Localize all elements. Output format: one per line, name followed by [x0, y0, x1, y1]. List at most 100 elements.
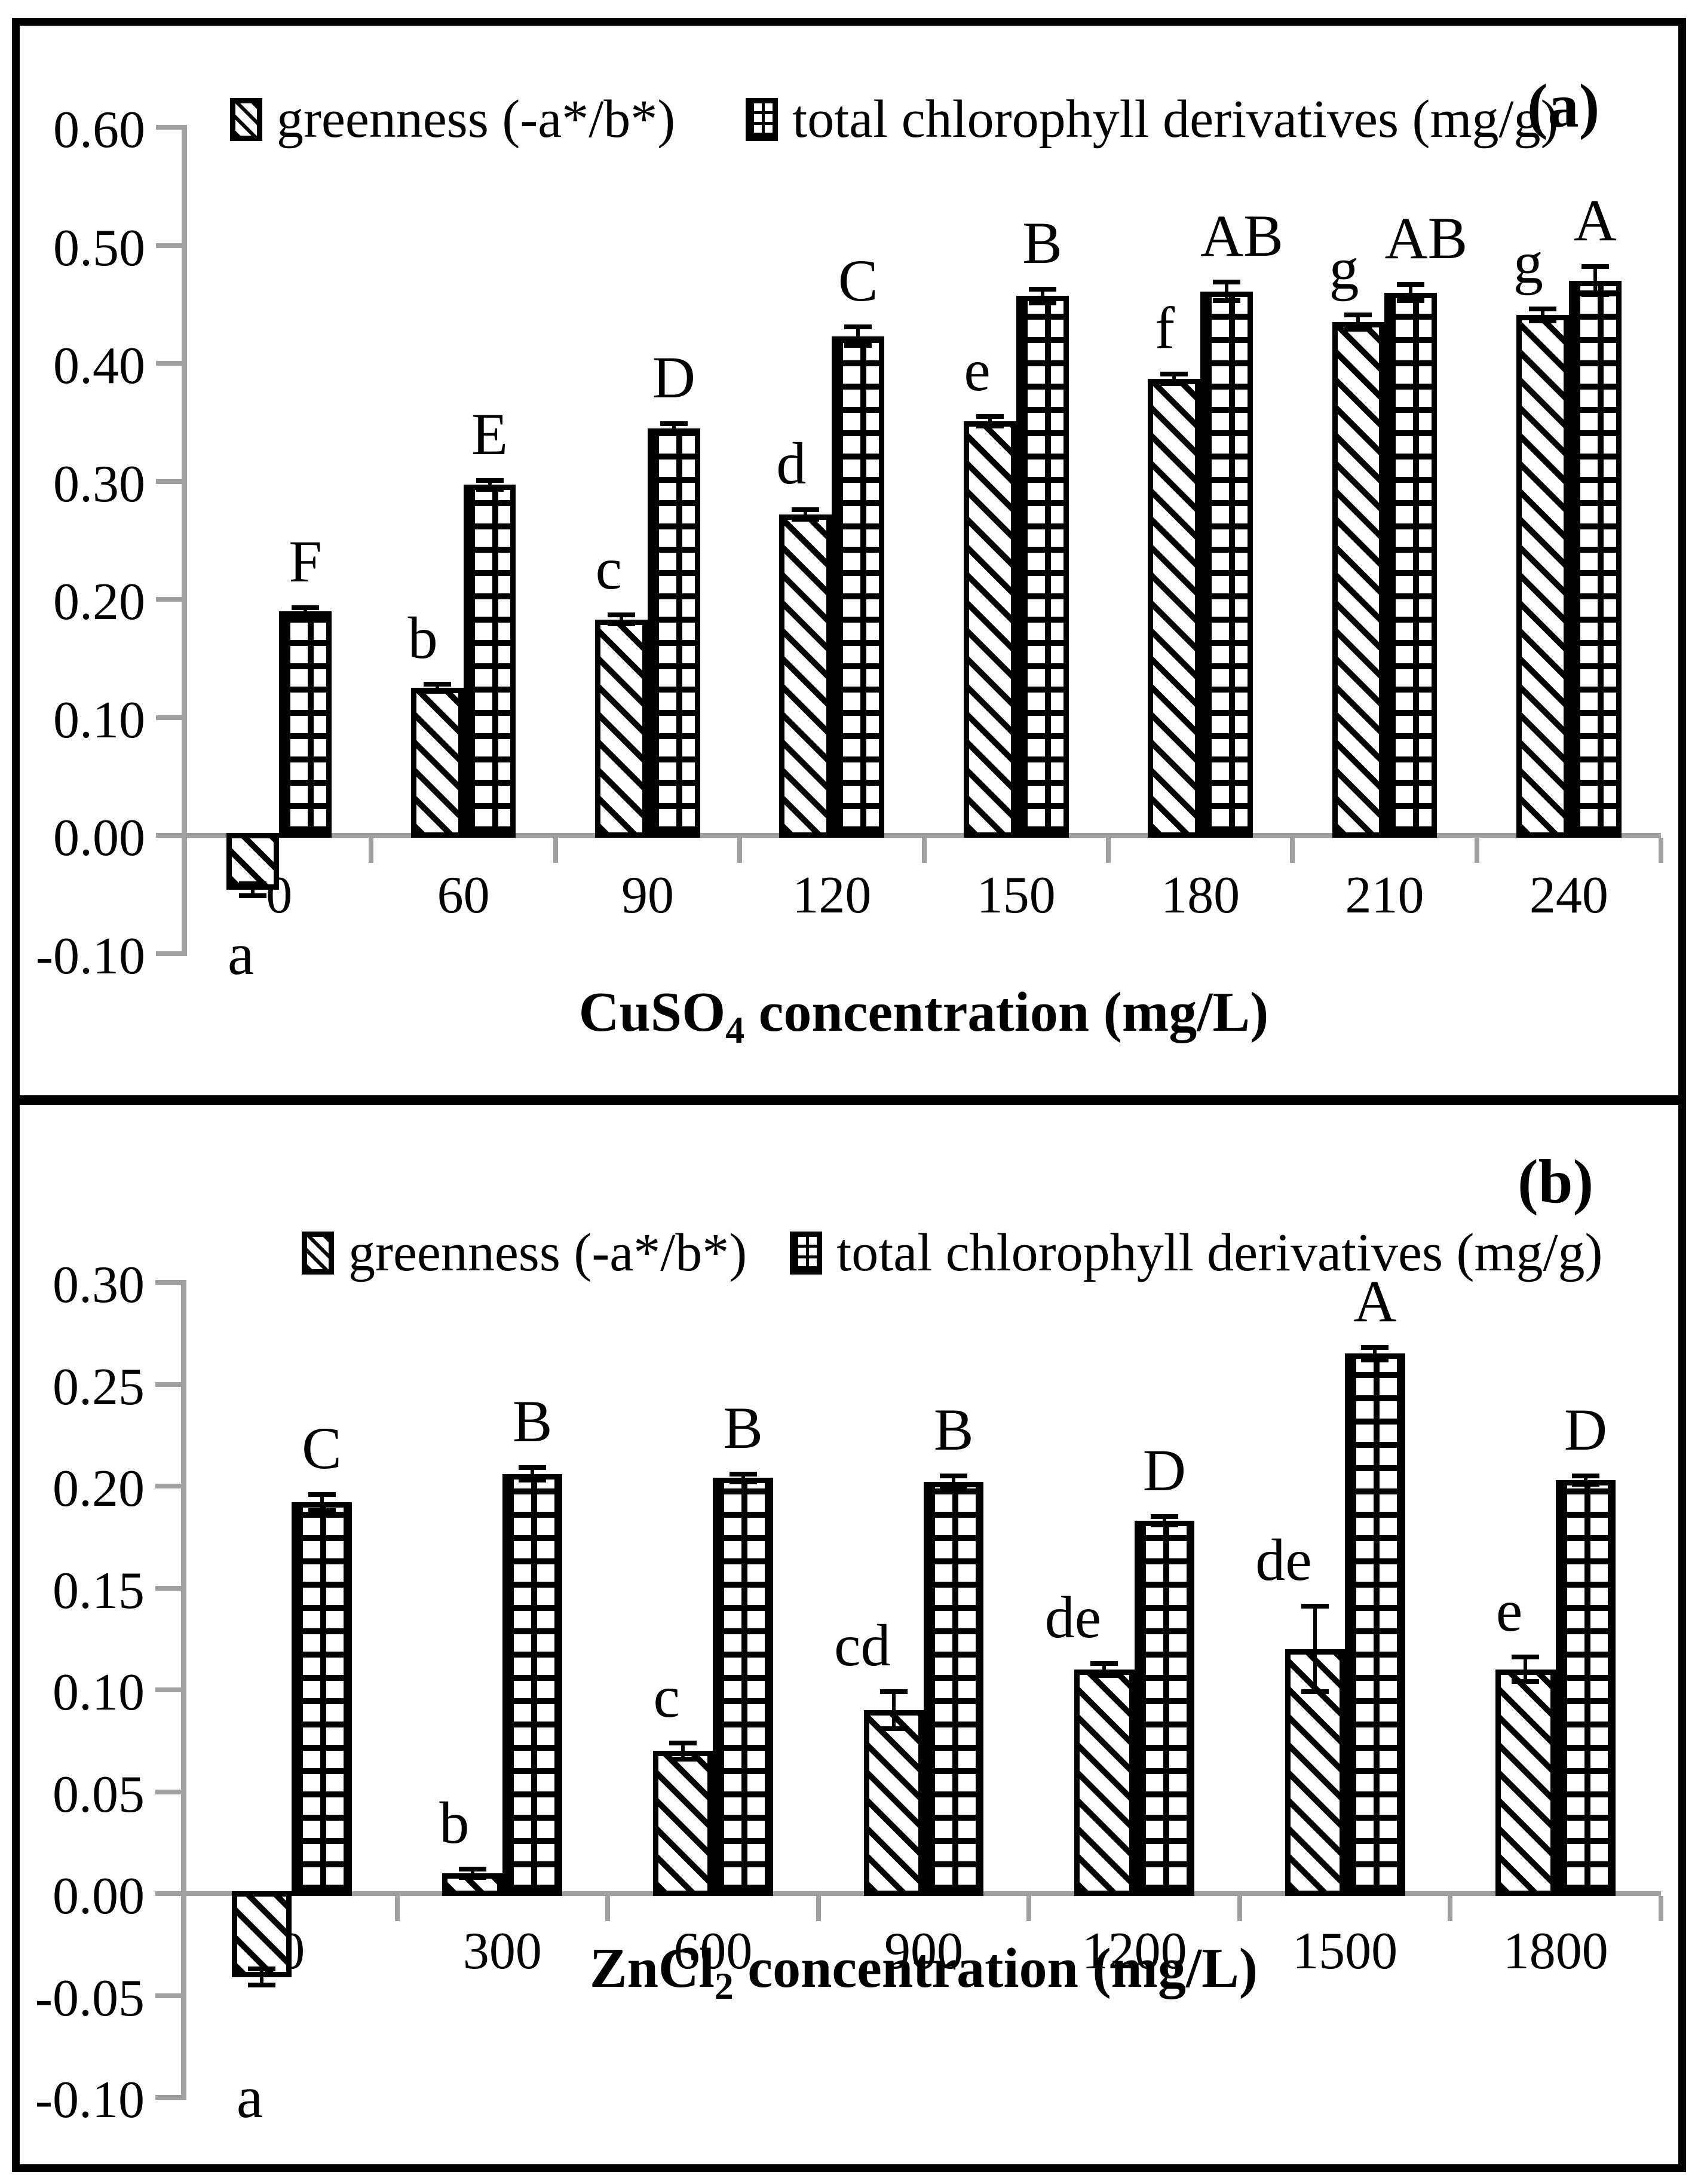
greenness-swatch-icon — [230, 97, 262, 141]
error-bar-cap — [1571, 1481, 1599, 1487]
y-tick — [155, 1891, 186, 1896]
error-bar-line — [470, 1869, 474, 1877]
chlorophyll-bar — [502, 1474, 563, 1896]
error-bar-line — [1172, 373, 1176, 384]
y-tick-label: -0.10 — [35, 2071, 145, 2129]
error-bar-line — [1373, 1347, 1377, 1360]
significance-letter-upper: AB — [1384, 204, 1468, 271]
error-bar-cap — [940, 1473, 968, 1478]
error-bar-cap — [292, 605, 320, 610]
x-category-label: 240 — [1529, 866, 1608, 924]
error-bar-cap — [1213, 298, 1240, 304]
y-tick-label: 0.50 — [53, 219, 145, 277]
x-category-label: 0 — [266, 866, 293, 924]
y-tick-label: -0.05 — [35, 1969, 145, 2027]
x-tick — [1474, 838, 1479, 863]
greenness-bar — [963, 421, 1016, 838]
chlorophyll-bar — [1134, 1520, 1195, 1896]
error-bar-cap — [1397, 281, 1425, 287]
legend-label-chlorophyll: total chlorophyll derivatives (mg/g) — [836, 1223, 1603, 1282]
chlorophyll-bar — [832, 336, 885, 838]
significance-letter-lower: e — [964, 336, 991, 403]
error-bar-cap — [1528, 318, 1556, 323]
panel-b-tag: (b) — [1518, 1147, 1594, 1216]
error-bar-cap — [1301, 1604, 1329, 1609]
chlorophyll-bar — [1568, 280, 1622, 838]
y-tick-label: -0.10 — [35, 927, 145, 985]
y-tick — [156, 243, 187, 248]
chlorophyll-bar — [1345, 1353, 1405, 1896]
error-bar-line — [488, 480, 492, 490]
significance-letter-lower: de — [1255, 1527, 1312, 1594]
panel-a-tag: (a) — [1527, 72, 1600, 140]
error-bar-line — [1356, 315, 1360, 329]
error-bar-cap — [1301, 1689, 1329, 1695]
error-bar-cap — [308, 1508, 336, 1513]
error-bar-cap — [1344, 313, 1372, 318]
error-bar-cap — [1581, 264, 1609, 269]
y-tick-label: 0.30 — [53, 1256, 145, 1314]
significance-letter-upper: C — [838, 247, 878, 314]
error-bar-cap — [1028, 301, 1056, 306]
legend-panel-b: greenness (-a*/b*) total chlorophyll der… — [302, 1222, 1602, 1284]
error-bar-cap — [669, 1756, 697, 1762]
error-bar-cap — [1581, 292, 1609, 298]
error-bar-line — [1040, 289, 1044, 304]
chlorophyll-bar — [1200, 291, 1253, 838]
x-category-label: 210 — [1345, 866, 1424, 924]
x-axis-title-panel-a: CuSO4 concentration (mg/L) — [578, 981, 1269, 1051]
greenness-bar — [779, 514, 832, 838]
error-bar-cap — [423, 682, 451, 687]
error-bar-cap — [879, 1726, 908, 1731]
error-bar-line — [260, 1969, 264, 1986]
error-bar-cap — [669, 1740, 697, 1745]
significance-letter-lower: c — [653, 1663, 680, 1730]
error-bar-cap — [476, 477, 504, 483]
significance-letter-lower: b — [439, 1790, 470, 1857]
greenness-bar — [652, 1751, 713, 1896]
y-tick — [155, 1484, 186, 1488]
y-tick — [155, 1789, 186, 1794]
error-bar-cap — [792, 516, 820, 522]
x-tick — [553, 838, 558, 863]
error-bar-cap — [519, 1465, 547, 1471]
error-bar-cap — [1160, 381, 1188, 386]
x-category-label: 90 — [621, 866, 674, 924]
error-bar-line — [1540, 309, 1544, 321]
y-tick — [156, 125, 187, 130]
error-bar-cap — [607, 612, 635, 617]
x-tick — [605, 1896, 611, 1921]
x-category-label: 180 — [1161, 866, 1240, 924]
y-tick-label: 0.60 — [53, 101, 145, 159]
error-bar-line — [1102, 1663, 1107, 1676]
error-bar-cap — [519, 1477, 547, 1482]
significance-letter-upper: D — [652, 344, 695, 411]
y-axis — [182, 127, 187, 954]
significance-letter-lower: g — [1329, 235, 1359, 302]
error-bar-cap — [1397, 298, 1425, 304]
error-bar-cap — [1090, 1661, 1118, 1666]
significance-letter-lower: cd — [834, 1612, 891, 1679]
error-bar-line — [952, 1475, 956, 1488]
error-bar-cap — [976, 413, 1004, 419]
x-tick — [737, 838, 743, 863]
error-bar-line — [988, 416, 992, 426]
significance-letter-upper: D — [1142, 1437, 1186, 1504]
error-bar-cap — [248, 1983, 276, 1988]
error-bar-line — [804, 509, 808, 519]
chlorophyll-bar — [1555, 1480, 1616, 1896]
error-bar-line — [1583, 1475, 1587, 1484]
y-tick — [156, 951, 187, 956]
x-tick — [1659, 838, 1663, 863]
significance-letter-lower: c — [595, 535, 623, 602]
error-bar-cap — [1344, 326, 1372, 332]
x-category-label: 1800 — [1503, 1922, 1608, 1980]
error-bar-cap — [792, 507, 820, 512]
error-bar-line — [1524, 1657, 1528, 1682]
error-bar-cap — [1512, 1655, 1540, 1660]
significance-letter-upper: A — [1573, 187, 1617, 254]
chlorophyll-bar — [1384, 292, 1438, 838]
error-bar-line — [1593, 267, 1597, 295]
greenness-bar — [1495, 1669, 1556, 1896]
x-category-label: 900 — [884, 1922, 963, 1980]
